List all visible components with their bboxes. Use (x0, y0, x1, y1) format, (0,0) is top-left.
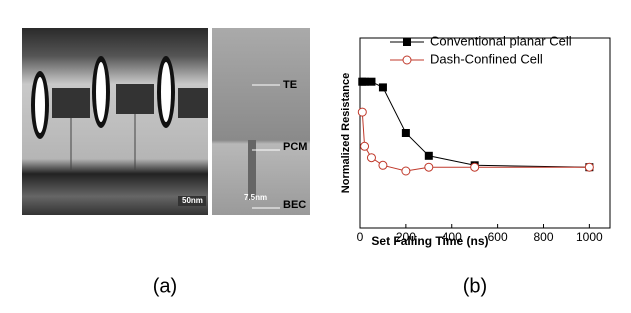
legend-label: Dash-Confined Cell (430, 51, 543, 66)
marker (367, 154, 375, 162)
marker (361, 78, 369, 86)
scale-bar-label: 50nm (182, 196, 203, 205)
marker (471, 163, 479, 171)
caption: (a) (153, 275, 177, 297)
tem-label: PCM (283, 141, 307, 153)
x-tick-label: 1000 (576, 230, 603, 244)
marker (425, 152, 433, 160)
marker (361, 142, 369, 150)
marker (425, 163, 433, 171)
tem-image (22, 28, 310, 215)
caption: (b) (463, 275, 487, 297)
marker (585, 163, 593, 171)
legend-marker (403, 38, 411, 46)
legend-marker (403, 56, 411, 64)
plot-frame (360, 38, 610, 228)
x-tick-label: 200 (396, 230, 416, 244)
tem-label: BEC (283, 199, 306, 211)
tem-label: TE (283, 79, 297, 91)
marker (358, 108, 366, 116)
marker (379, 161, 387, 169)
series-line (362, 82, 589, 168)
x-tick-label: 600 (488, 230, 508, 244)
x-tick-label: 800 (533, 230, 553, 244)
marker (402, 129, 410, 137)
figure: TE PCM BEC 7.5nm 50nm (a) (b) Set Fallin… (0, 0, 631, 313)
page: TE PCM BEC 7.5nm 50nm (a) (b) Set Fallin… (0, 0, 631, 313)
dimension-label: 7.5nm (244, 193, 267, 202)
marker (402, 167, 410, 175)
legend-label: Conventional planar Cell (430, 33, 572, 48)
y-axis-title: Normalized Resistance (340, 73, 352, 193)
marker (379, 83, 387, 91)
marker (367, 78, 375, 86)
x-tick-label: 400 (442, 230, 462, 244)
x-axis-title: Set Falling Time (ns) (371, 234, 488, 248)
x-tick-label: 0 (357, 230, 364, 244)
